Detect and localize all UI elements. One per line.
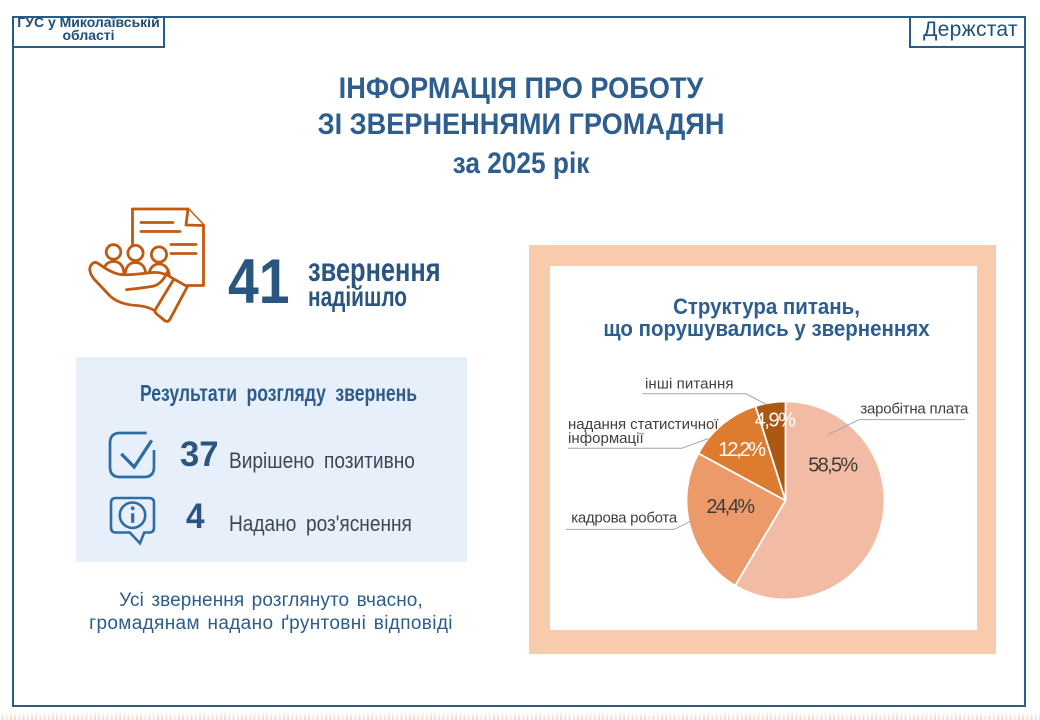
svg-text:12,2%: 12,2%	[718, 439, 766, 461]
svg-text:24,4%: 24,4%	[706, 496, 755, 518]
svg-text:інформації: інформації	[568, 430, 645, 447]
svg-text:кадрова робота: кадрова робота	[571, 510, 678, 527]
svg-text:58,5%: 58,5%	[808, 455, 858, 477]
svg-text:4,9%: 4,9%	[755, 410, 797, 432]
svg-text:надання статистичної: надання статистичної	[568, 416, 719, 433]
svg-text:заробітна плата: заробітна плата	[860, 401, 969, 418]
svg-text:інші питання: інші питання	[645, 376, 734, 393]
